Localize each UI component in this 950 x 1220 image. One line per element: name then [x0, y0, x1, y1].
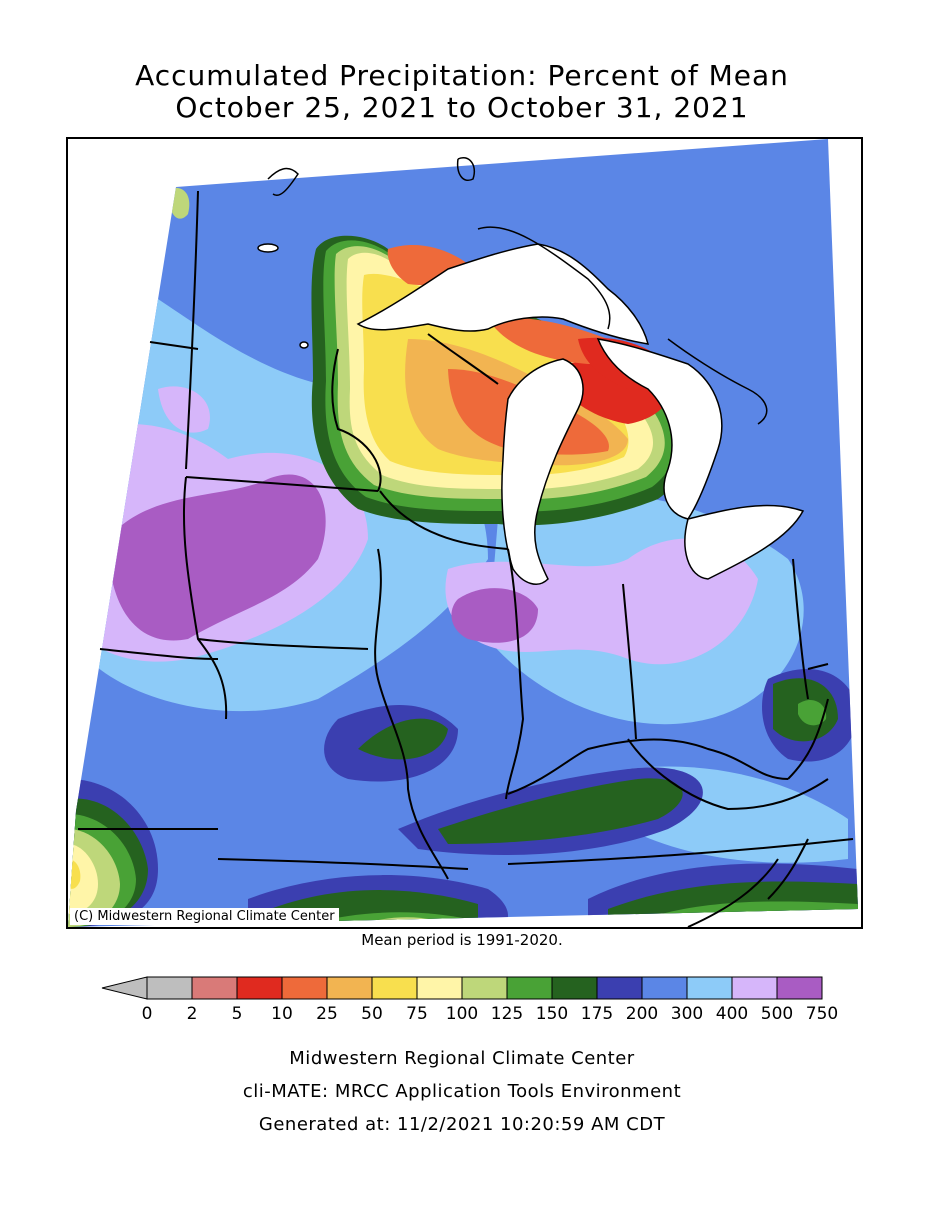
legend-swatch	[461, 976, 508, 1000]
canada-coastline	[267, 157, 768, 425]
legend-tick-label: 75	[406, 1004, 428, 1024]
legend-bar: 0 2 5 10 25 50 75 100 125 150 175 200 300 400 500 750	[101, 976, 838, 1024]
legend-tick-label: 400	[716, 1004, 748, 1024]
legend-swatch	[506, 976, 553, 1000]
legend-swatch	[686, 976, 733, 1000]
legend-tick-label: 100	[446, 1004, 478, 1024]
legend-tick-label: 300	[671, 1004, 703, 1024]
legend-swatch	[236, 976, 283, 1000]
legend-arrow	[101, 976, 148, 1000]
map-title-line1: Accumulated Precipitation: Percent of Me…	[135, 59, 789, 92]
legend-tick-label: 125	[491, 1004, 523, 1024]
footer-line3: Generated at: 11/2/2021 10:20:59 AM CDT	[258, 1114, 666, 1135]
legend-swatch	[326, 976, 373, 1000]
legend-tick-label: 150	[536, 1004, 568, 1024]
precipitation-map: (C) Midwestern Regional Climate Center	[66, 137, 863, 929]
legend-tick-label: 10	[271, 1004, 293, 1024]
legend-tick-label: 25	[316, 1004, 338, 1024]
map-credit: (C) Midwestern Regional Climate Center	[70, 908, 339, 925]
legend-swatch	[416, 976, 463, 1000]
legend-swatch	[281, 976, 328, 1000]
legend-swatch	[731, 976, 778, 1000]
legend-tick-label: 50	[361, 1004, 383, 1024]
legend-tick-label: 0	[142, 1004, 153, 1024]
legend-tick-label: 5	[232, 1004, 243, 1024]
footer-line1: Midwestern Regional Climate Center	[289, 1048, 635, 1069]
great-lakes	[257, 243, 805, 585]
legend-swatch	[641, 976, 688, 1000]
state-borders	[78, 190, 854, 927]
legend-tick-label: 750	[806, 1004, 838, 1024]
footer-line2: cli-MATE: MRCC Application Tools Environ…	[242, 1081, 682, 1102]
color-legend: 0 2 5 10 25 50 75 100 125 150 175 200 300 400 500 750	[100, 975, 850, 1039]
legend-tick-label: 500	[761, 1004, 793, 1024]
mean-period-note: Mean period is 1991-2020.	[361, 931, 563, 949]
legend-swatch	[776, 976, 823, 1000]
legend-tick-label: 2	[187, 1004, 198, 1024]
legend-swatch	[146, 976, 193, 1000]
legend-swatch	[596, 976, 643, 1000]
legend-swatch	[191, 976, 238, 1000]
map-canvas	[68, 139, 858, 927]
legend-tick-label: 200	[626, 1004, 658, 1024]
legend-swatch	[551, 976, 598, 1000]
legend-tick-label: 175	[581, 1004, 613, 1024]
legend-swatch	[371, 976, 418, 1000]
map-title-line2: October 25, 2021 to October 31, 2021	[175, 91, 749, 124]
